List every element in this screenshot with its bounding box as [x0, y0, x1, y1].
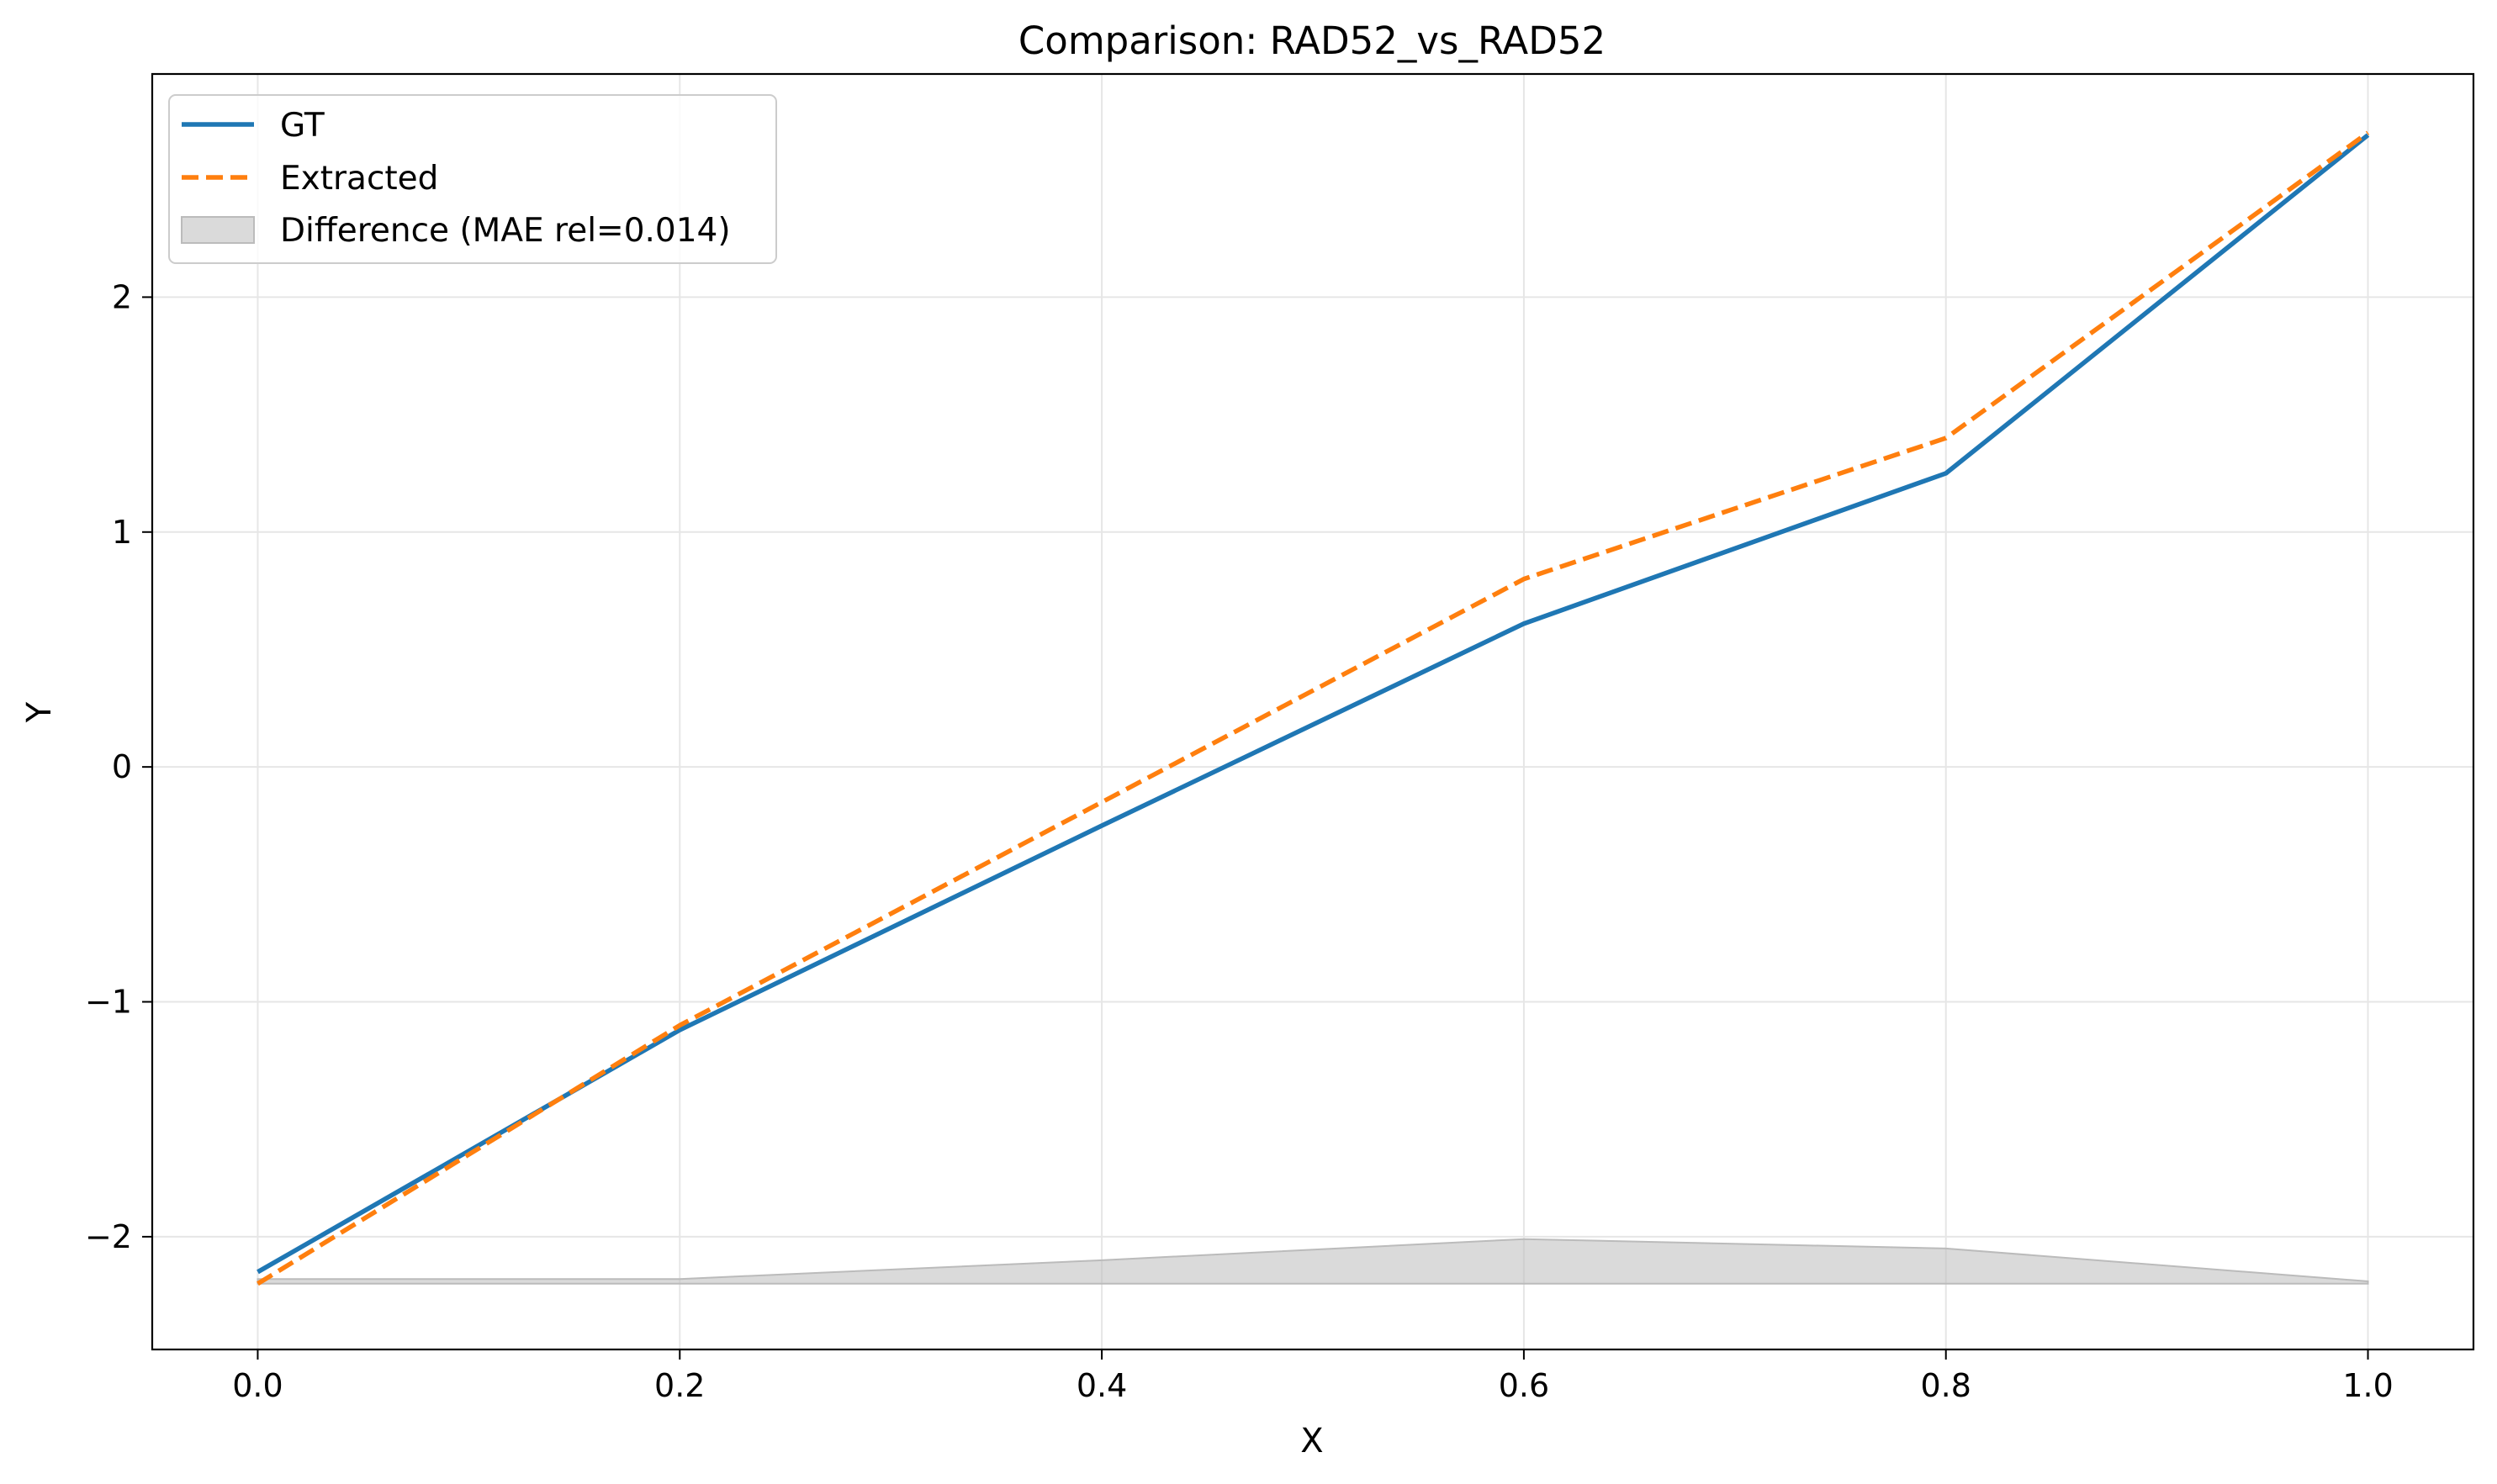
series-line-gt: [257, 133, 2370, 1275]
plot-area-frame: [151, 72, 2475, 1351]
series-line-extracted: [257, 130, 2370, 1286]
legend-gt-label: GT: [280, 107, 325, 145]
x-tick-label-2: 0.4: [1077, 1367, 1127, 1404]
difference-area-layer: [257, 1238, 2369, 1285]
legend-difference-label: Difference (MAE rel=0.014): [280, 212, 731, 250]
legend-difference-swatch: [181, 216, 255, 244]
grid: [152, 74, 2473, 1349]
y-axis-title: Y: [20, 701, 59, 723]
x-tick-label-4: 0.8: [1921, 1367, 1971, 1404]
y-tick-label-4: 2: [112, 278, 132, 315]
series-layer: [257, 130, 2370, 1286]
legend: GT Extracted Difference (MAE rel=0.014): [168, 94, 777, 264]
y-tick-label-2: 0: [112, 748, 132, 785]
x-axis-ticks: 0.0 0.2 0.4 0.6 0.8 1.0: [232, 1349, 2394, 1404]
y-tick-label-0: −2: [85, 1218, 132, 1255]
difference-area: [257, 1238, 2369, 1285]
x-axis-title: X: [1300, 1422, 1323, 1460]
y-tick-label-1: −1: [85, 984, 132, 1021]
y-axis-ticks: −2 −1 0 1 2: [85, 278, 152, 1255]
chart-title: Comparison: RAD52_vs_RAD52: [1018, 18, 1606, 63]
y-tick-label-3: 1: [112, 514, 132, 551]
x-tick-label-3: 0.6: [1499, 1367, 1549, 1404]
x-tick-label-5: 1.0: [2342, 1367, 2393, 1404]
legend-box: [168, 94, 777, 264]
legend-extracted-label: Extracted: [280, 160, 438, 198]
x-tick-label-1: 0.2: [654, 1367, 705, 1404]
x-tick-label-0: 0.0: [232, 1367, 283, 1404]
